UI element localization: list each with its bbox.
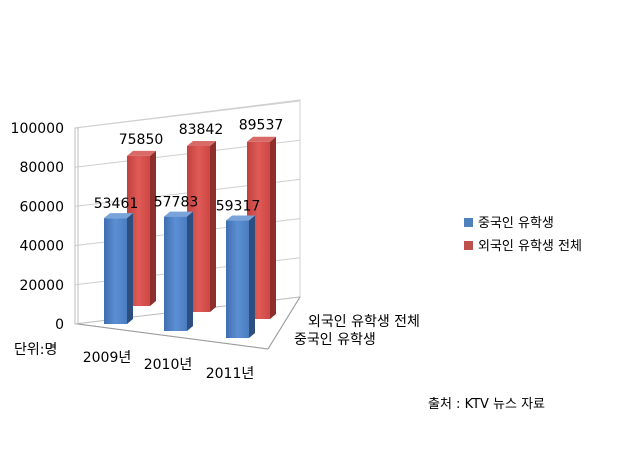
y-tick-label: 80000 [19,160,64,176]
bar-china-2 [164,211,193,331]
legend: 중국인 유학생 외국인 유학생 전체 [464,216,582,254]
depth-axis [267,296,301,350]
bar-china-1-side [127,213,133,324]
bar-china-1-front [104,218,127,324]
data-label-total: 75850 [119,132,164,148]
bar-china-3 [226,215,255,338]
labels: 0 20000 40000 60000 80000 100000 75850 53461 838… [11,118,420,382]
bar-china-2-side [187,211,193,331]
bar-china-2-top [164,211,193,217]
y-tick-label: 20000 [19,278,64,294]
bar-total-3-side [270,136,276,319]
gridline [74,100,301,129]
source-note: 출처 : KTV 뉴스 자료 [428,397,545,412]
bar-china-3-side [249,215,255,338]
bar-china-3-top [226,215,255,221]
side-wall [74,127,79,325]
depth-tick-label: 중국인 유학생 [294,332,376,348]
x-tick-label: 2009년 [83,350,132,366]
legend-label-total: 외국인 유학생 전체 [478,239,582,254]
bar-total-1-top [127,150,156,156]
x-tick-label: 2010년 [144,357,193,373]
depth-tick-label: 외국인 유학생 전체 [308,314,420,330]
y-tick-label: 60000 [19,199,64,215]
bar-total-3-top [247,136,276,142]
legend-label-china: 중국인 유학생 [478,216,554,231]
unit-label: 단위:명 [14,342,57,358]
y-tick-label: 100000 [11,121,64,137]
y-tick-label: 0 [55,317,64,333]
bar-china-1 [104,213,133,324]
bar-china-2-front [164,216,187,331]
x-tick-label: 2011년 [206,366,255,382]
bar-total-2-side [210,140,216,312]
bar-china-1-top [104,213,133,219]
data-label-china: 57783 [154,195,199,211]
bar-china-3-front [226,220,249,338]
bar-total-2-top [187,140,216,146]
bar-total-1-side [150,150,156,306]
legend-swatch-china [464,218,473,227]
category-axis [77,323,269,350]
data-label-total: 83842 [179,122,224,138]
bars [104,136,276,338]
y-tick-label: 40000 [19,239,64,255]
data-label-total: 89537 [239,118,284,134]
legend-swatch-total [464,241,473,250]
data-label-china: 59317 [216,199,261,215]
data-label-china: 53461 [94,196,139,212]
